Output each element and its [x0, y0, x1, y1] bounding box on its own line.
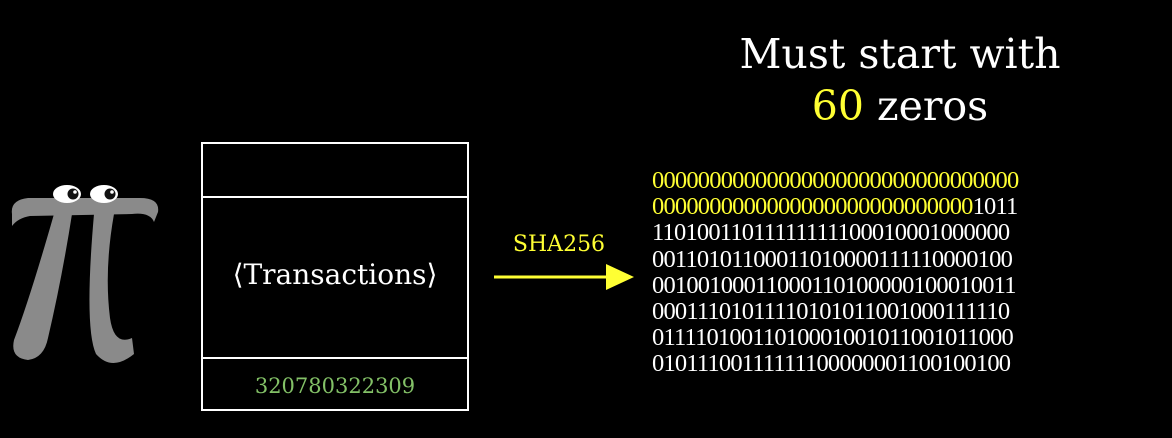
zero-count: 60 [811, 82, 864, 130]
hash-row: 01111010011010001001011001011000 [652, 325, 1018, 351]
hash-row: 00100100011000110100000100010011 [652, 271, 1018, 299]
block-box: ⟨Transactions⟩ 320780322309 [201, 142, 469, 411]
hash-bits: 00100100011000110100000100010011 [652, 271, 1016, 299]
hash-output: 00000000000000000000000000000000 00000000… [652, 167, 1019, 378]
hash-row: 00110101100011010000111110000100 [652, 245, 1018, 273]
heading-line-2: 60 zeros [700, 80, 1100, 132]
heading-line-1: Must start with [739, 30, 1061, 78]
transactions-label: ⟨Transactions⟩ [232, 258, 438, 291]
hash-bits: 00011101011110101011001000111110 [652, 297, 1010, 325]
hash-bits: 11010011011111111100010001000000 [652, 219, 1010, 247]
hash-bits: 1011 [972, 193, 1019, 221]
hash-bits: 01111010011010001001011001011000 [652, 324, 1014, 352]
eye-icon [53, 185, 81, 203]
hash-bits: 00110101100011010000111110000100 [652, 245, 1013, 273]
hash-leading-zeros: 00000000000000000000000000000000 [652, 167, 1019, 194]
zeros-requirement-heading: Must start with 60 zeros [700, 28, 1100, 132]
hash-leading-zeros: 0000000000000000000000000000 [652, 193, 973, 221]
hash-row: 01011100111111100000001100100100 [652, 351, 1018, 377]
nonce-value: 320780322309 [254, 374, 416, 398]
hash-row: 00011101011110101011001000111110 [652, 297, 1018, 325]
block-header-divider [203, 196, 467, 198]
block-nonce-divider [203, 357, 467, 359]
hash-row: 11010011011111111100010001000000 [652, 220, 1018, 246]
hash-bits: 01011100111111100000001100100100 [652, 350, 1011, 378]
hash-row: 00000000000000000000000000000000 [652, 167, 1019, 194]
hash-row: 00000000000000000000000000001011 [652, 194, 1018, 220]
pi-creature-body [11, 198, 159, 363]
arrow-right-icon [494, 264, 634, 290]
eye-icon [90, 185, 118, 203]
zeros-word: zeros [863, 82, 989, 130]
pi-creature [11, 185, 159, 363]
sha256-label: SHA256 [512, 232, 606, 257]
